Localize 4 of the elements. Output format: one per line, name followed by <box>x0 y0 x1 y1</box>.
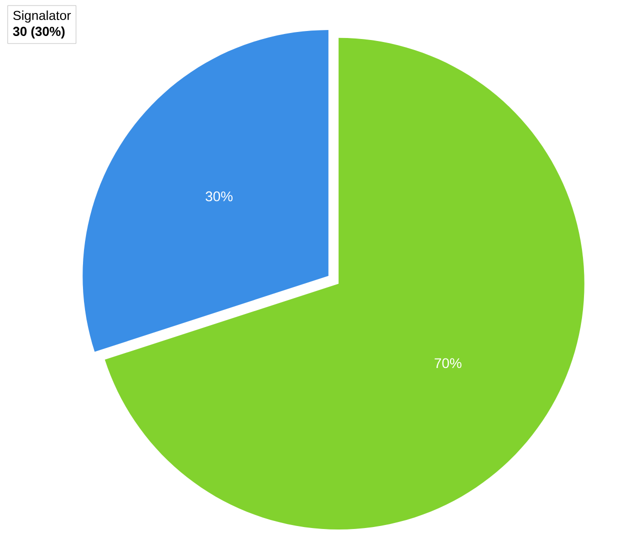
data-label: 70% <box>434 358 462 368</box>
data-label: 30% <box>206 191 233 202</box>
text: 30 (30%) <box>13 26 65 39</box>
slice-label: Signalator <box>13 10 71 23</box>
